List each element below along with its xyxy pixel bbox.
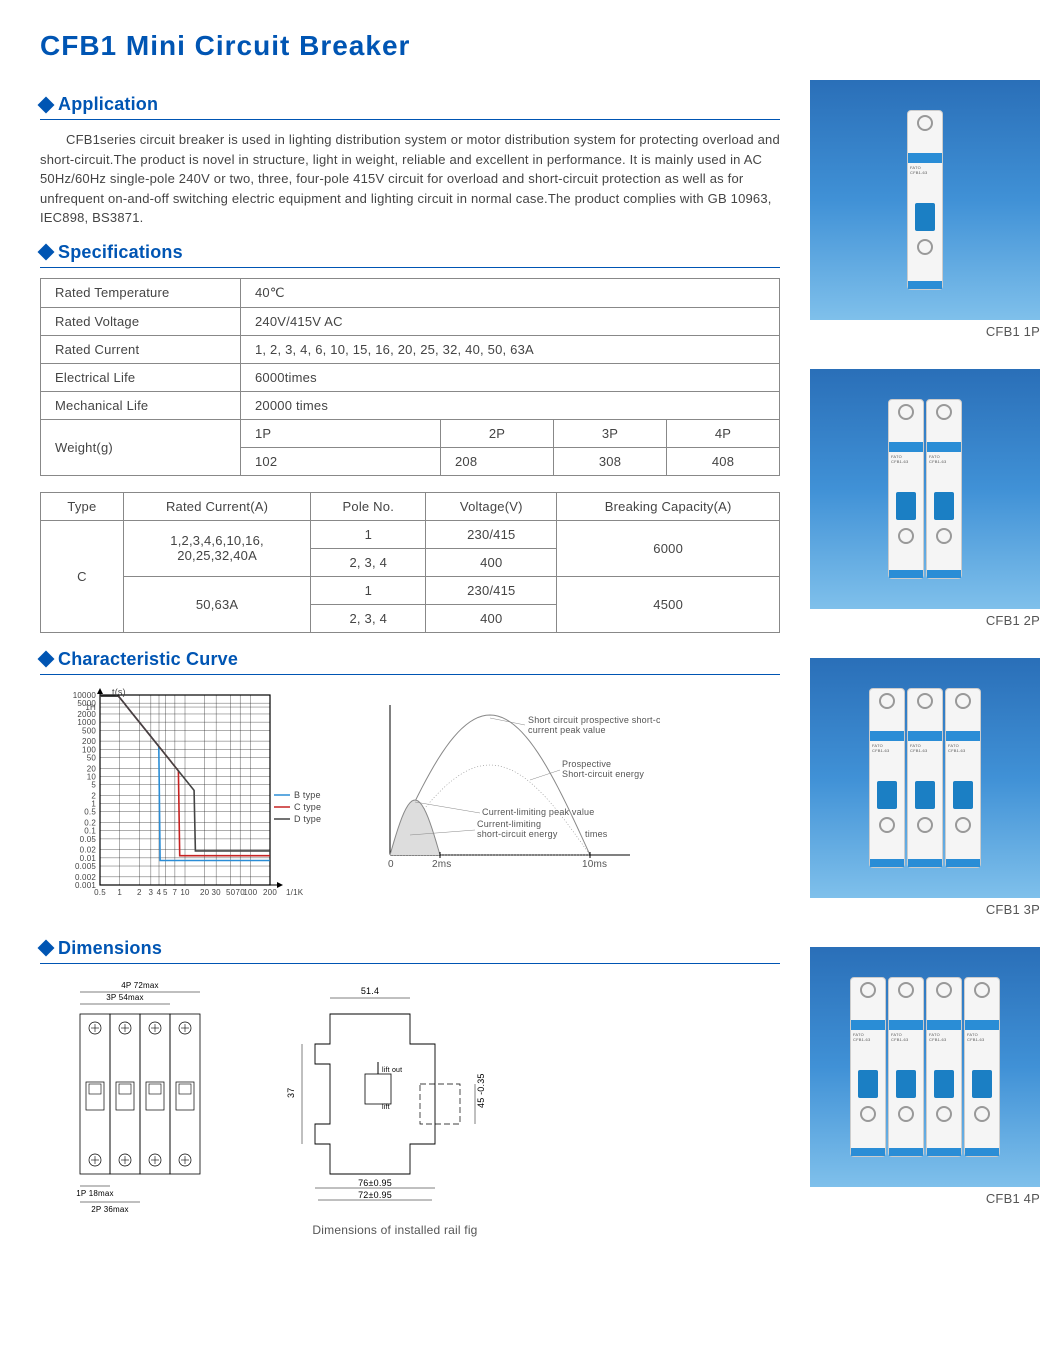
diamond-icon — [38, 940, 55, 957]
svg-text:30: 30 — [212, 888, 222, 897]
svg-text:50: 50 — [226, 888, 236, 897]
svg-text:short-circuit energy: short-circuit energy — [477, 829, 558, 839]
characteristic-curve-chart: 1000050001H200010005002001005020105210.5… — [40, 685, 330, 920]
svg-text:1P 18max: 1P 18max — [76, 1189, 113, 1198]
curve-heading: Characteristic Curve — [40, 649, 780, 670]
svg-text:500: 500 — [82, 726, 96, 735]
product-image-block: FATOCFB1-63FATOCFB1-63FATOCFB1-63FATOCFB… — [810, 947, 1040, 1206]
svg-text:lift out: lift out — [382, 1067, 402, 1074]
svg-text:D type: D type — [294, 814, 321, 824]
svg-text:3: 3 — [149, 888, 154, 897]
product-image-block: FATOCFB1-63FATOCFB1-63CFB1 2P — [810, 369, 1040, 628]
svg-text:4P 72max: 4P 72max — [121, 981, 158, 990]
svg-text:0.001: 0.001 — [75, 881, 96, 890]
section-rule — [40, 674, 780, 675]
svg-text:20: 20 — [200, 888, 210, 897]
svg-text:Prospective: Prospective — [562, 759, 611, 769]
product-image-block: FATOCFB1-63FATOCFB1-63FATOCFB1-63CFB1 3P — [810, 658, 1040, 917]
product-image-block: FATOCFB1-63CFB1 1P — [810, 80, 1040, 339]
svg-text:0.5: 0.5 — [84, 807, 96, 816]
energy-limiting-chart: Short circuit prospective short-circuitc… — [360, 685, 780, 920]
specifications-heading: Specifications — [40, 242, 780, 263]
dimensions-front-view: 4P 72max 3P 54max 1P 18max 2P 36max — [40, 974, 240, 1219]
svg-text:0.5: 0.5 — [94, 888, 106, 897]
dimensions-heading: Dimensions — [40, 938, 780, 959]
svg-text:Short-circuit energy: Short-circuit energy — [562, 769, 644, 779]
svg-text:50: 50 — [87, 753, 97, 762]
svg-text:10ms: 10ms — [582, 859, 607, 870]
svg-text:0: 0 — [388, 859, 394, 870]
section-rule — [40, 267, 780, 268]
svg-text:37: 37 — [286, 1087, 296, 1097]
diamond-icon — [38, 96, 55, 113]
svg-text:current peak value: current peak value — [528, 725, 606, 735]
svg-text:Short circuit prospective shor: Short circuit prospective short-circuit — [528, 715, 660, 725]
svg-text:200: 200 — [263, 888, 277, 897]
section-rule — [40, 963, 780, 964]
svg-text:2ms: 2ms — [432, 859, 452, 870]
page-title: CFB1 Mini Circuit Breaker — [40, 30, 1040, 62]
svg-text:2: 2 — [137, 888, 142, 897]
svg-text:0.005: 0.005 — [75, 862, 96, 871]
svg-text:100: 100 — [243, 888, 257, 897]
svg-text:lift: lift — [382, 1104, 390, 1111]
svg-text:1/1K: 1/1K — [286, 888, 304, 897]
svg-text:51.4: 51.4 — [361, 986, 379, 996]
svg-text:45 -0.35: 45 -0.35 — [476, 1073, 486, 1108]
section-rule — [40, 119, 780, 120]
svg-text:10: 10 — [180, 888, 190, 897]
svg-text:3P 54max: 3P 54max — [106, 993, 143, 1002]
diamond-icon — [38, 651, 55, 668]
product-caption: CFB1 2P — [810, 613, 1040, 628]
dimensions-side-view: lift out lift 51.4 37 45 -0.35 76±0.95 72±0.95… — [270, 974, 520, 1237]
svg-text:2P 36max: 2P 36max — [91, 1205, 128, 1214]
svg-text:0.05: 0.05 — [80, 834, 97, 843]
svg-text:7: 7 — [173, 888, 178, 897]
diamond-icon — [38, 244, 55, 261]
svg-text:1: 1 — [117, 888, 122, 897]
svg-text:4: 4 — [157, 888, 162, 897]
svg-text:72±0.95: 72±0.95 — [358, 1190, 392, 1200]
svg-text:B type: B type — [294, 790, 321, 800]
svg-text:C type: C type — [294, 802, 321, 812]
product-caption: CFB1 3P — [810, 902, 1040, 917]
spec-table: Rated Temperature40℃ Rated Voltage240V/4… — [40, 278, 780, 476]
svg-text:5: 5 — [91, 780, 96, 789]
svg-text:times: times — [585, 829, 608, 839]
product-caption: CFB1 1P — [810, 324, 1040, 339]
svg-text:Current-limiting: Current-limiting — [477, 819, 541, 829]
type-table: Type Rated Current(A) Pole No. Voltage(V… — [40, 492, 780, 633]
svg-text:76±0.95: 76±0.95 — [358, 1178, 392, 1188]
application-text: CFB1series circuit breaker is used in li… — [40, 130, 780, 228]
product-caption: CFB1 4P — [810, 1191, 1040, 1206]
svg-text:Current-limiting peak value: Current-limiting peak value — [482, 807, 594, 817]
dimensions-caption: Dimensions of installed rail fig — [270, 1223, 520, 1237]
application-heading: Application — [40, 94, 780, 115]
svg-text:5: 5 — [163, 888, 168, 897]
